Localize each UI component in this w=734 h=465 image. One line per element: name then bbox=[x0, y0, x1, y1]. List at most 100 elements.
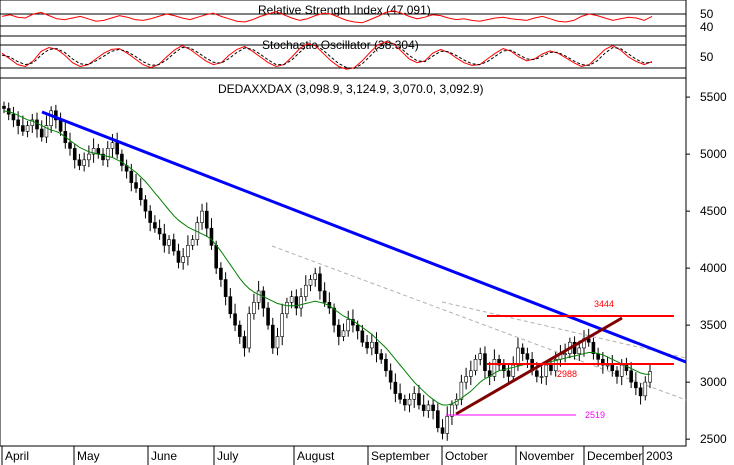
candle-body bbox=[44, 125, 49, 138]
rsi-panel: Relative Strength Index (47.091) 50 40 bbox=[0, 3, 714, 34]
candle-body bbox=[157, 227, 162, 235]
rsi-series-line bbox=[1, 10, 653, 24]
time-tick-label: October bbox=[445, 449, 488, 463]
candle-body bbox=[25, 125, 30, 132]
candle-body bbox=[115, 142, 119, 155]
candle-body bbox=[610, 364, 615, 372]
candle-body bbox=[332, 307, 336, 326]
candle-body bbox=[502, 364, 506, 372]
candle-body bbox=[181, 256, 185, 263]
candle-body bbox=[412, 393, 417, 400]
time-axis-ticks: April May June July August September October No… bbox=[1, 446, 673, 465]
candle-body bbox=[72, 148, 77, 161]
candle-body bbox=[506, 370, 511, 377]
candle-body bbox=[605, 364, 610, 367]
candle-body bbox=[629, 370, 633, 383]
candle-body bbox=[464, 376, 468, 383]
candle-body bbox=[591, 341, 596, 354]
candle-body bbox=[318, 273, 322, 292]
candle-body bbox=[242, 336, 247, 349]
candle-body bbox=[563, 353, 567, 355]
candle-body bbox=[176, 250, 181, 263]
candle-body bbox=[77, 159, 82, 166]
candle-body bbox=[431, 404, 435, 411]
candle-body bbox=[388, 370, 393, 383]
candle-body bbox=[379, 353, 384, 360]
candle-body bbox=[539, 376, 544, 378]
candle-body bbox=[525, 353, 530, 360]
stoch-tick-50: 50 bbox=[700, 50, 714, 64]
rsi-title: Relative Strength Index (47.091) bbox=[258, 3, 431, 17]
candle-body bbox=[577, 347, 582, 354]
candle-body bbox=[82, 159, 86, 166]
candle-body bbox=[30, 119, 35, 126]
candle-body bbox=[341, 330, 346, 337]
candle-body bbox=[190, 239, 195, 246]
time-tick-label: September bbox=[371, 449, 430, 463]
time-tick-label: April bbox=[5, 449, 29, 463]
candlesticks bbox=[2, 101, 652, 441]
candle-body bbox=[252, 302, 256, 315]
candle-body bbox=[110, 142, 115, 149]
price-tick-label: 5000 bbox=[700, 147, 727, 161]
candle-body bbox=[285, 302, 289, 315]
candle-body bbox=[384, 359, 388, 372]
candle-body bbox=[336, 324, 341, 337]
support-trendline bbox=[455, 316, 623, 416]
candle-body bbox=[497, 359, 501, 366]
candle-body bbox=[266, 307, 270, 326]
time-tick-label: May bbox=[77, 449, 100, 463]
candle-body bbox=[369, 341, 374, 349]
candle-body bbox=[101, 153, 105, 161]
candle-body bbox=[68, 142, 72, 149]
time-tick-label: November bbox=[519, 449, 574, 463]
price-tick-label: 5500 bbox=[700, 90, 727, 104]
candle-body bbox=[374, 341, 379, 354]
candle-body bbox=[544, 364, 549, 377]
candle-body bbox=[289, 296, 294, 303]
candle-body bbox=[223, 279, 228, 297]
candle-body bbox=[648, 371, 652, 383]
level-2988-label: 2988 bbox=[557, 369, 577, 379]
price-panel: DEDAXXDAX (3,098.9, 3,124.9, 3,070.0, 3,… bbox=[1, 82, 727, 465]
stochastic-panel: Stochastic Oscillator (38.304) 50 bbox=[0, 38, 714, 70]
candle-body bbox=[39, 128, 44, 138]
time-tick-label: June bbox=[151, 449, 177, 463]
candle-body bbox=[445, 416, 450, 434]
candle-body bbox=[478, 353, 483, 360]
price-tick-label: 4000 bbox=[700, 261, 727, 275]
candle-body bbox=[16, 119, 20, 126]
candle-body bbox=[134, 182, 138, 189]
candle-body bbox=[483, 353, 487, 372]
candle-body bbox=[91, 148, 96, 155]
candle-body bbox=[403, 398, 407, 406]
stochastic-k-line bbox=[1, 41, 653, 70]
candle-body bbox=[313, 273, 318, 280]
stochastic-title: Stochastic Oscillator (38.304) bbox=[262, 38, 419, 52]
candle-body bbox=[129, 170, 134, 183]
candle-body bbox=[619, 364, 624, 377]
candle-body bbox=[601, 359, 605, 366]
candle-body bbox=[553, 359, 558, 372]
candle-body bbox=[299, 296, 303, 309]
candle-body bbox=[365, 341, 369, 349]
price-tick-label: 2500 bbox=[700, 432, 727, 446]
candle-body bbox=[167, 239, 171, 246]
candle-body bbox=[322, 290, 327, 303]
candle-body bbox=[346, 319, 351, 332]
candle-body bbox=[634, 381, 638, 389]
candle-body bbox=[270, 324, 275, 349]
projection-line bbox=[271, 245, 687, 401]
candle-body bbox=[520, 347, 525, 354]
price-title: DEDAXXDAX (3,098.9, 3,124.9, 3,070.0, 3,… bbox=[218, 82, 484, 96]
candle-body bbox=[120, 153, 124, 166]
candle-body bbox=[214, 245, 218, 269]
time-tick-label: 2003 bbox=[646, 449, 673, 463]
candle-body bbox=[643, 381, 648, 397]
candle-body bbox=[535, 370, 539, 377]
candle-body bbox=[426, 404, 431, 411]
candle-body bbox=[138, 188, 143, 201]
candle-body bbox=[638, 387, 643, 397]
price-axis-ticks: 5500 5000 4500 4000 3500 3000 2500 bbox=[686, 90, 727, 446]
